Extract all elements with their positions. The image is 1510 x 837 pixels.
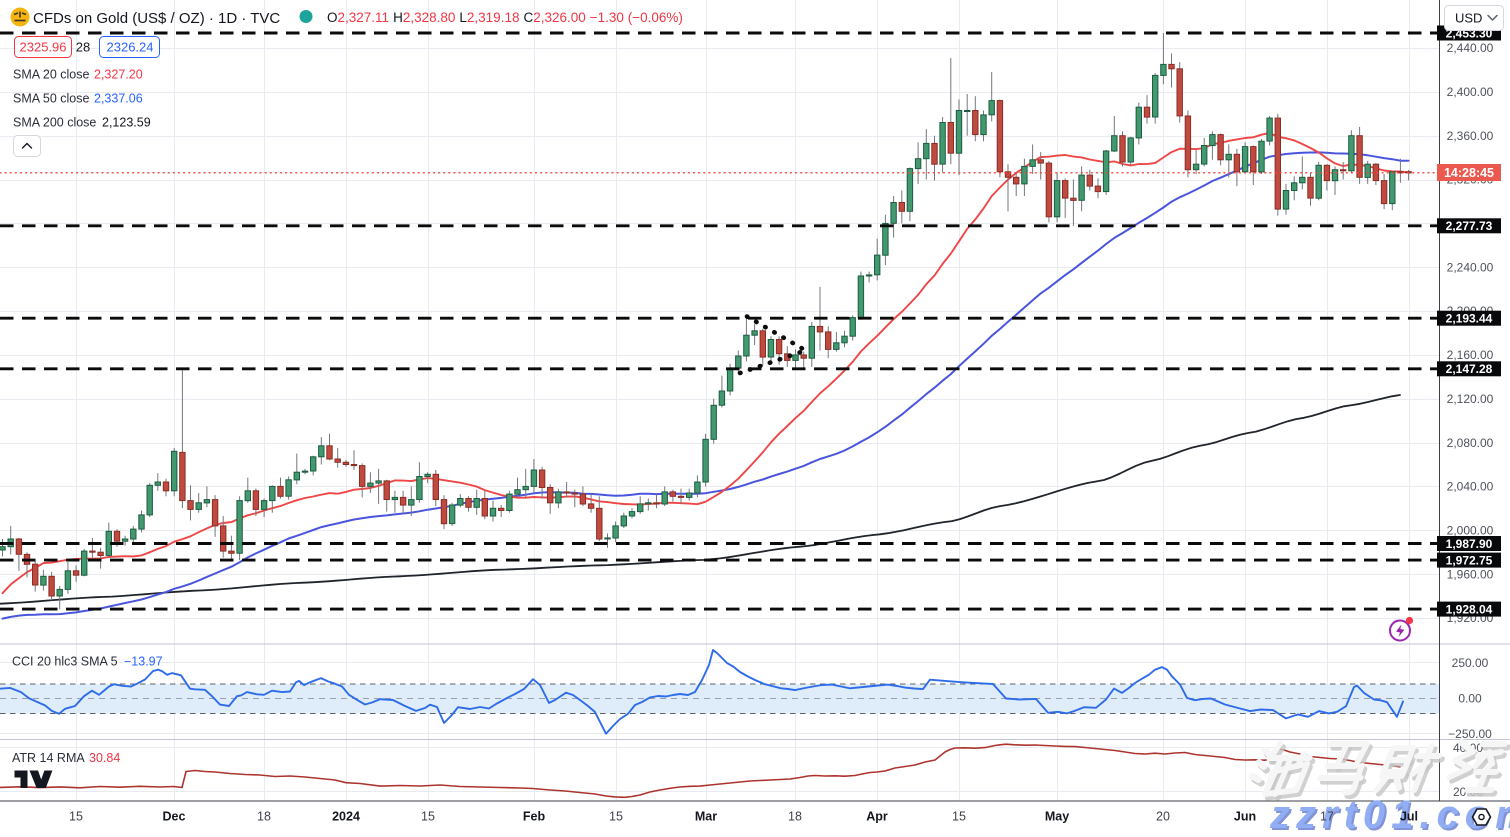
svg-text:zzrt01.com: zzrt01.com xyxy=(1271,795,1510,832)
svg-text:2,360.00: 2,360.00 xyxy=(1447,129,1494,143)
svg-text:USD: USD xyxy=(1455,11,1482,26)
svg-text:15: 15 xyxy=(69,810,83,824)
svg-text:−13.97: −13.97 xyxy=(124,655,163,669)
svg-text:2,400.00: 2,400.00 xyxy=(1447,85,1494,99)
svg-text:1,928.04: 1,928.04 xyxy=(1446,602,1493,616)
svg-text:1,987.90: 1,987.90 xyxy=(1446,537,1493,551)
svg-text:18: 18 xyxy=(257,810,271,824)
svg-text:zzrt01.com: zzrt01.com xyxy=(1269,793,1510,832)
svg-text:ATR 14 RMA: ATR 14 RMA xyxy=(12,751,85,765)
svg-text:1,960.00: 1,960.00 xyxy=(1447,567,1494,581)
svg-text:2,123.59: 2,123.59 xyxy=(102,116,151,130)
svg-text:15: 15 xyxy=(609,810,623,824)
svg-text:2,120.00: 2,120.00 xyxy=(1447,392,1494,406)
svg-text:Jul: Jul xyxy=(1400,810,1418,824)
svg-text:SMA 50 close: SMA 50 close xyxy=(13,92,89,106)
svg-text:15: 15 xyxy=(421,810,435,824)
svg-text:28: 28 xyxy=(76,40,90,55)
svg-text:2,040.00: 2,040.00 xyxy=(1447,480,1494,494)
svg-text:250.00: 250.00 xyxy=(1452,656,1489,670)
svg-text:1,972.75: 1,972.75 xyxy=(1446,553,1493,567)
svg-text:Dec: Dec xyxy=(163,810,186,824)
svg-text:2024: 2024 xyxy=(332,810,360,824)
svg-text:14:28:45: 14:28:45 xyxy=(1444,166,1494,180)
svg-text:2,193.44: 2,193.44 xyxy=(1446,312,1493,326)
svg-text:15: 15 xyxy=(952,810,966,824)
svg-text:2,440.00: 2,440.00 xyxy=(1447,41,1494,55)
svg-text:2,277.73: 2,277.73 xyxy=(1446,219,1493,233)
svg-text:2,080.00: 2,080.00 xyxy=(1447,436,1494,450)
svg-text:2,160.00: 2,160.00 xyxy=(1447,348,1494,362)
svg-text:SMA 20 close: SMA 20 close xyxy=(13,68,89,82)
svg-text:30.84: 30.84 xyxy=(89,751,120,765)
svg-text:2,327.20: 2,327.20 xyxy=(94,68,143,82)
svg-text:2,000.00: 2,000.00 xyxy=(1447,523,1494,537)
svg-text:CCI 20 hlc3 SMA 5: CCI 20 hlc3 SMA 5 xyxy=(12,655,118,669)
svg-text:−250.00: −250.00 xyxy=(1448,727,1492,741)
svg-text:2325.96: 2325.96 xyxy=(20,40,67,55)
svg-text:Mar: Mar xyxy=(695,810,717,824)
svg-text:Feb: Feb xyxy=(523,810,546,824)
svg-text:0.00: 0.00 xyxy=(1458,691,1482,705)
svg-text:Jun: Jun xyxy=(1234,810,1256,824)
svg-text:2,337.06: 2,337.06 xyxy=(94,92,143,106)
svg-text:2326.24: 2326.24 xyxy=(107,40,154,55)
svg-text:2,240.00: 2,240.00 xyxy=(1447,260,1494,274)
svg-text:18: 18 xyxy=(788,810,802,824)
svg-text:Apr: Apr xyxy=(866,810,888,824)
svg-text:2,147.28: 2,147.28 xyxy=(1446,362,1493,376)
svg-text:SMA 200 close: SMA 200 close xyxy=(13,116,96,130)
svg-text:20: 20 xyxy=(1156,810,1170,824)
svg-text:17: 17 xyxy=(1320,810,1334,824)
svg-text:CFDs on Gold (US$ / OZ) · 1D ·: CFDs on Gold (US$ / OZ) · 1D · TVC xyxy=(33,10,280,27)
svg-text:May: May xyxy=(1045,810,1069,824)
